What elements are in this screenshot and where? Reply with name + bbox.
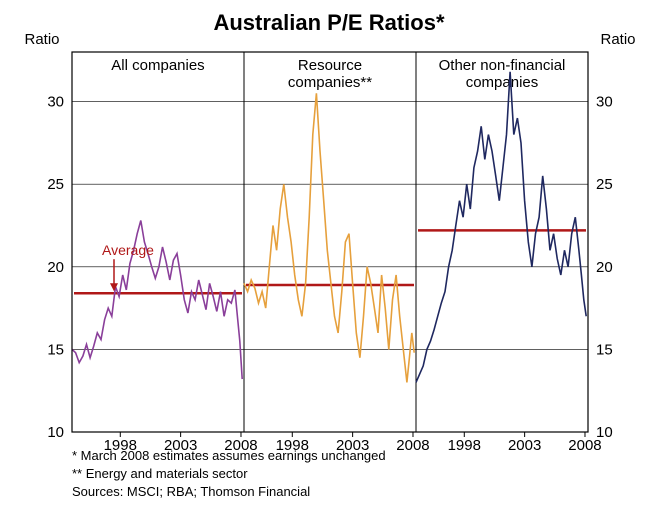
ytick-label-right: 15	[596, 341, 613, 358]
panel-title: Other non-financial	[439, 57, 566, 74]
panel-title: companies	[466, 74, 539, 91]
xtick-label: 2003	[508, 437, 541, 454]
ytick-label-left: 30	[47, 94, 64, 111]
panel-title: companies**	[288, 74, 372, 91]
xtick-label: 2008	[568, 437, 601, 454]
chart-title: Australian P/E Ratios*	[0, 10, 658, 36]
ytick-label-right: 30	[596, 94, 613, 111]
series-line	[244, 93, 414, 382]
ytick-label-left: 15	[47, 341, 64, 358]
xtick-label: 2008	[396, 437, 429, 454]
ytick-label-right: 20	[596, 259, 613, 276]
footnote-2: ** Energy and materials sector	[72, 466, 248, 481]
chart-svg: RatioRatio10101515202025253030All compan…	[0, 0, 658, 460]
panel-title: Resource	[298, 57, 362, 74]
series-line	[416, 72, 586, 383]
chart-container: Australian P/E Ratios* RatioRatio1010151…	[0, 0, 658, 530]
average-label: Average	[102, 242, 154, 258]
ytick-label-left: 25	[47, 176, 64, 193]
footnote-sources: Sources: MSCI; RBA; Thomson Financial	[72, 484, 310, 499]
panel-title: All companies	[111, 57, 204, 74]
footnote-1: * March 2008 estimates assumes earnings …	[72, 448, 386, 463]
series-line	[72, 221, 242, 380]
ytick-label-left: 20	[47, 259, 64, 276]
ytick-label-left: 10	[47, 424, 64, 441]
xtick-label: 1998	[448, 437, 481, 454]
ytick-label-right: 25	[596, 176, 613, 193]
